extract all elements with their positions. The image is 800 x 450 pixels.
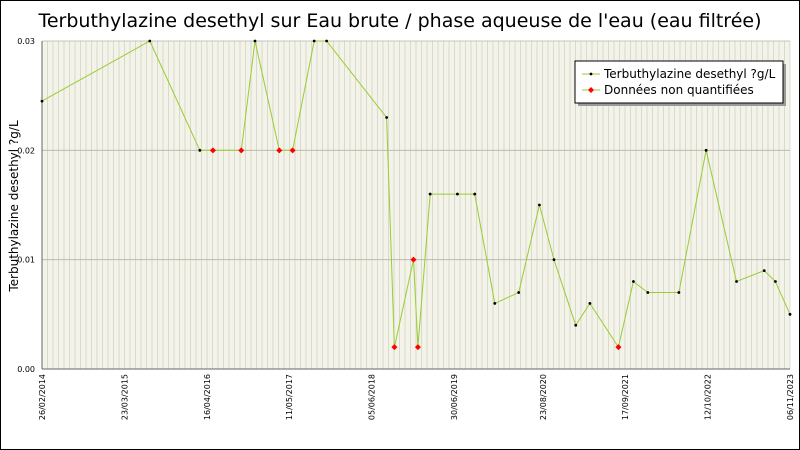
data-point [774, 280, 777, 283]
x-tick-label: 05/06/2018 [368, 374, 377, 420]
legend-marker-unquantified [588, 87, 594, 93]
data-point-unquantified [289, 147, 296, 154]
data-point-unquantified [238, 147, 245, 154]
data-point [40, 99, 44, 103]
data-point [325, 39, 329, 43]
data-point-unquantified [615, 344, 622, 351]
x-tick-label: 23/03/2015 [120, 374, 129, 420]
data-point [428, 192, 432, 196]
data-point [148, 39, 152, 43]
y-tick-label: 0.03 [17, 37, 35, 46]
data-point-unquantified [410, 256, 417, 263]
data-point [574, 323, 578, 327]
data-point [588, 302, 592, 305]
x-tick-label: 23/08/2020 [539, 374, 548, 420]
x-tick-label: 17/09/2021 [621, 374, 630, 420]
x-tick-label: 12/10/2022 [704, 374, 713, 420]
series-line [41, 40, 791, 349]
data-point [632, 280, 635, 283]
data-point [385, 116, 389, 119]
y-axis-ticks: 0.00 0.01 0.02 0.03 [17, 37, 35, 374]
data-point-unquantified [414, 344, 421, 351]
data-point [253, 39, 257, 43]
y-tick-label: 0.00 [17, 365, 35, 374]
legend-marker-quantified [589, 72, 593, 76]
data-point [537, 203, 541, 207]
x-tick-label: 06/11/2023 [786, 374, 795, 420]
data-point-unquantified [391, 344, 398, 351]
data-point [198, 148, 202, 152]
data-point [704, 148, 708, 152]
y-axis-label: Terbuthylazine desethyl ?g/L [7, 120, 21, 293]
data-point-unquantified [276, 147, 283, 154]
x-tick-label: 16/04/2016 [203, 374, 212, 420]
x-tick-label: 30/06/2019 [450, 374, 459, 420]
y-tick-label: 0.01 [17, 256, 35, 265]
data-point [493, 302, 497, 305]
legend-label-quantified: Terbuthylazine desethyl ?g/L [603, 67, 776, 81]
chart-title: Terbuthylazine desethyl sur Eau brute / … [37, 10, 761, 32]
x-tick-label: 11/05/2017 [285, 374, 294, 420]
data-point [677, 291, 681, 294]
data-series [40, 39, 792, 351]
data-point [762, 269, 766, 272]
data-point [456, 192, 459, 196]
data-point-unquantified [209, 147, 216, 154]
x-tick-label: 26/02/2014 [38, 374, 47, 420]
data-point [735, 280, 738, 283]
data-point [646, 291, 650, 294]
data-point [788, 312, 792, 316]
data-point [473, 192, 477, 196]
data-point [312, 39, 316, 43]
data-point [552, 258, 556, 262]
data-point [517, 291, 521, 294]
legend: Terbuthylazine desethyl ?g/L Données non… [574, 60, 786, 106]
legend-label-unquantified: Données non quantifiées [604, 83, 754, 97]
legend-box [574, 60, 784, 104]
y-tick-label: 0.02 [17, 146, 35, 155]
x-axis-ticks: 26/02/2014 23/03/2015 16/04/2016 11/05/2017… [38, 374, 795, 420]
